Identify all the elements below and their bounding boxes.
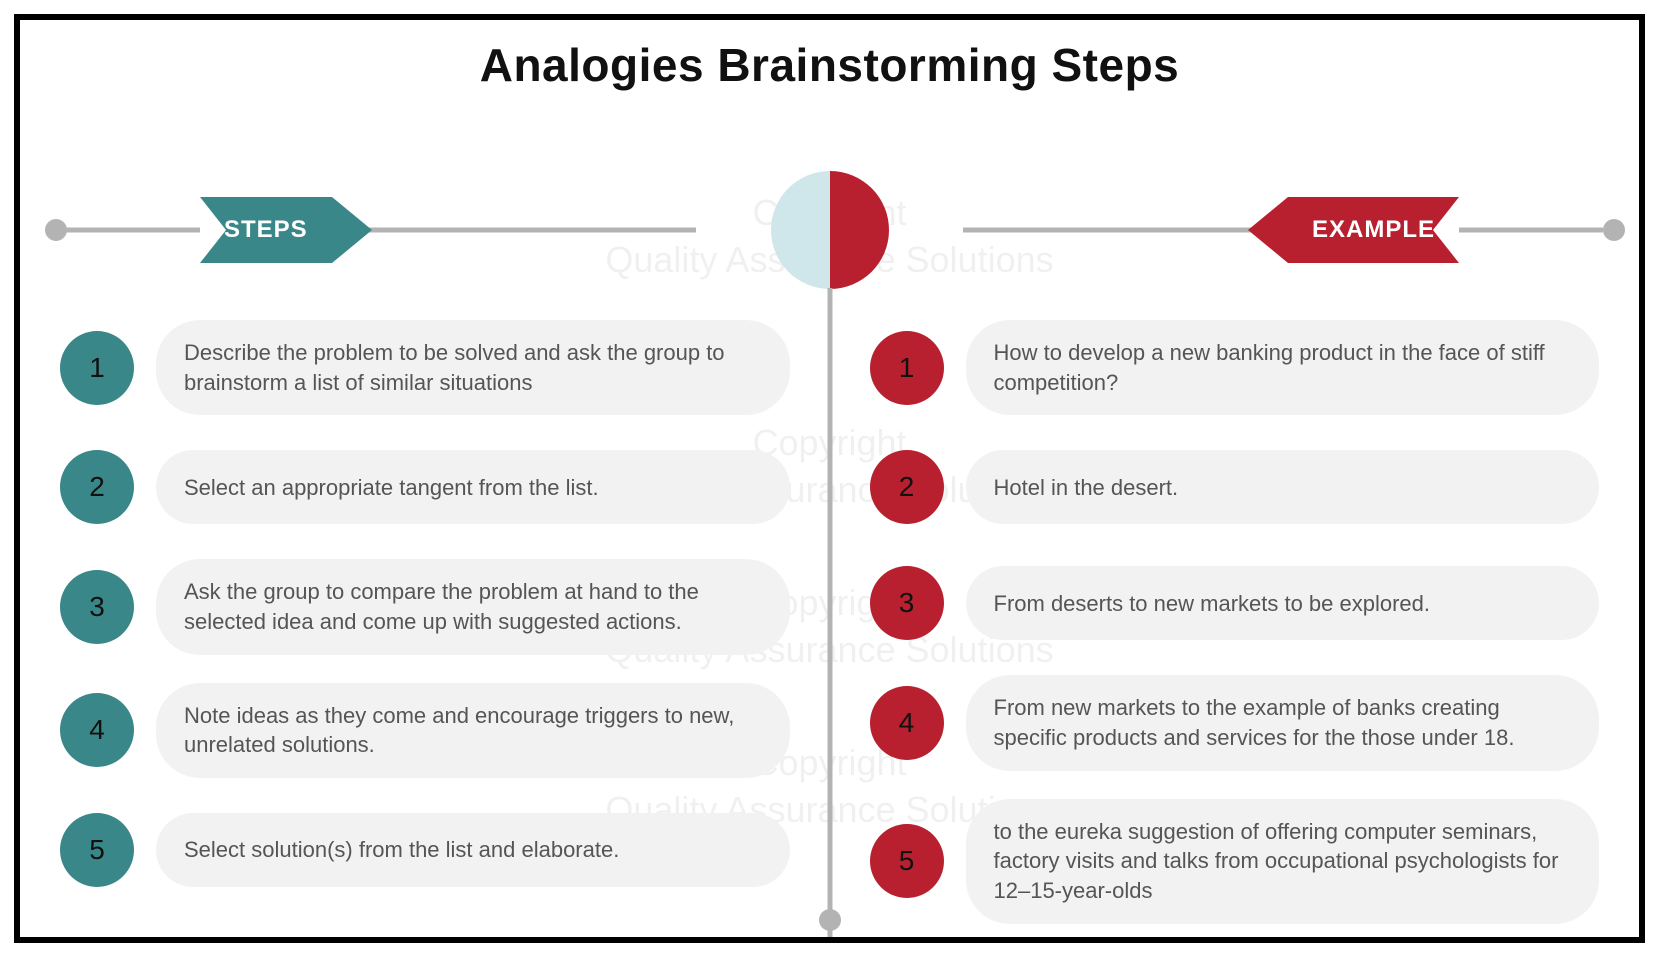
page-title: Analogies Brainstorming Steps [20,38,1639,92]
step-number-badge: 1 [60,331,134,405]
list-item: 1 How to develop a new banking product i… [870,320,1600,415]
divider-line-left [56,228,696,233]
example-text: From new markets to the example of banks… [966,675,1600,770]
example-text: to the eureka suggestion of offering com… [966,799,1600,924]
step-text: Select solution(s) from the list and ela… [156,813,790,887]
list-item: 5 to the eureka suggestion of offering c… [870,799,1600,924]
example-header-label: EXAMPLE [1288,216,1459,243]
example-number-badge: 3 [870,566,944,640]
example-number-badge: 5 [870,824,944,898]
step-text: Note ideas as they come and encourage tr… [156,683,790,778]
steps-header-label: STEPS [200,216,332,243]
steps-column: 1 Describe the problem to be solved and … [60,320,790,927]
list-item: 3 Ask the group to compare the problem a… [60,559,790,654]
step-number-badge: 5 [60,813,134,887]
step-number-badge: 4 [60,693,134,767]
slide-frame: Analogies Brainstorming Steps CopyrightQ… [14,14,1645,943]
line-end-dot-left [45,219,67,241]
step-number-badge: 3 [60,570,134,644]
step-text: Ask the group to compare the problem at … [156,559,790,654]
steps-header-arrow: STEPS [200,197,372,263]
step-text: Describe the problem to be solved and as… [156,320,790,415]
line-end-dot-right [1603,219,1625,241]
content-columns: 1 Describe the problem to be solved and … [60,320,1599,927]
example-number-badge: 1 [870,331,944,405]
arrow-head-left-icon [1248,197,1288,263]
arrow-head-right-icon [332,197,372,263]
list-item: 4 Note ideas as they come and encourage … [60,683,790,778]
list-item: 5 Select solution(s) from the list and e… [60,806,790,894]
list-item: 2 Select an appropriate tangent from the… [60,443,790,531]
list-item: 3 From deserts to new markets to be expl… [870,559,1600,647]
example-text: From deserts to new markets to be explor… [966,566,1600,640]
step-number-badge: 2 [60,450,134,524]
center-split-circle-icon [771,171,889,289]
list-item: 4 From new markets to the example of ban… [870,675,1600,770]
step-text: Select an appropriate tangent from the l… [156,450,790,524]
example-text: How to develop a new banking product in … [966,320,1600,415]
example-text: Hotel in the desert. [966,450,1600,524]
list-item: 1 Describe the problem to be solved and … [60,320,790,415]
list-item: 2 Hotel in the desert. [870,443,1600,531]
example-header-arrow: EXAMPLE [1248,197,1459,263]
example-number-badge: 2 [870,450,944,524]
example-column: 1 How to develop a new banking product i… [870,320,1600,927]
example-number-badge: 4 [870,686,944,760]
header-band: STEPS EXAMPLE [20,170,1639,290]
